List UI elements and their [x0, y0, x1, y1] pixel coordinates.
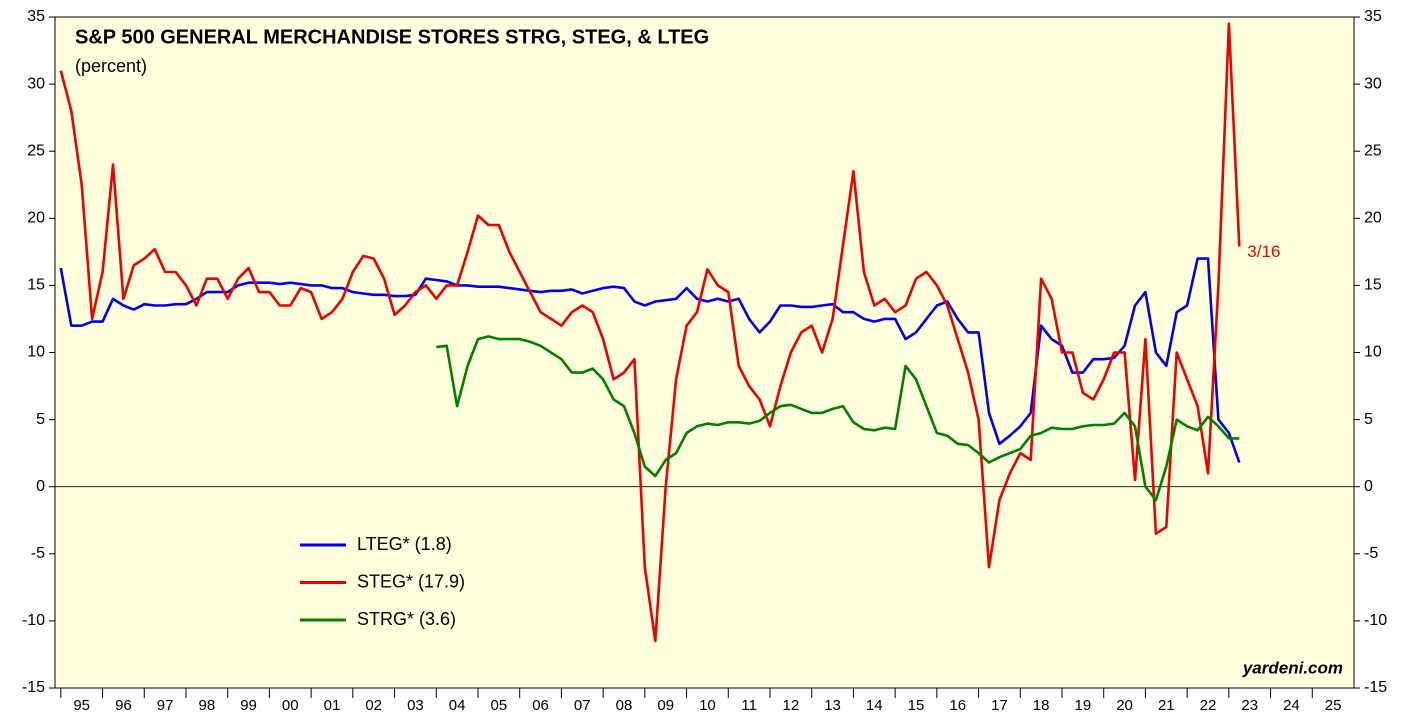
y-tick-label: 5: [36, 411, 45, 428]
legend-label: STEG* (17.9): [357, 571, 465, 591]
x-tick-label: 95: [73, 697, 90, 714]
annotation: 3/16: [1247, 242, 1280, 261]
plot-area: [54, 16, 1355, 689]
x-tick-label: 22: [1200, 697, 1217, 714]
x-tick-label: 19: [1075, 697, 1092, 714]
x-tick-label: 06: [532, 697, 549, 714]
x-tick-label: 99: [240, 697, 257, 714]
y2-tick-label: 5: [1364, 411, 1373, 428]
y2-tick-label: 35: [1364, 8, 1382, 25]
chart-title: S&P 500 GENERAL MERCHANDISE STORES STRG,…: [75, 26, 709, 48]
x-tick-label: 03: [407, 697, 424, 714]
y2-tick-label: 15: [1364, 277, 1382, 294]
y-tick-label: -5: [31, 545, 45, 562]
x-tick-label: 20: [1116, 697, 1133, 714]
x-tick-label: 00: [282, 697, 299, 714]
x-tick-label: 96: [115, 697, 132, 714]
y2-tick-label: 20: [1364, 210, 1382, 227]
y-tick-label: 25: [27, 142, 45, 159]
y-tick-label: 10: [27, 344, 45, 361]
x-tick-label: 25: [1325, 697, 1342, 714]
y2-tick-label: -15: [1364, 679, 1387, 696]
x-tick-label: 98: [198, 697, 215, 714]
x-tick-label: 13: [824, 697, 841, 714]
x-tick-label: 14: [866, 697, 883, 714]
series-line: [59, 22, 1241, 643]
series-line: [59, 257, 1241, 463]
legend-label: LTEG* (1.8): [357, 534, 452, 554]
y2-tick-label: 0: [1364, 478, 1373, 495]
y-tick-label: 30: [27, 75, 45, 92]
x-tick-label: 09: [657, 697, 674, 714]
y2-tick-label: 10: [1364, 344, 1382, 361]
y2-tick-label: 30: [1364, 75, 1382, 92]
y-tick-label: 15: [27, 277, 45, 294]
x-tick-label: 12: [783, 697, 800, 714]
x-tick-label: 15: [908, 697, 925, 714]
x-tick-label: 02: [365, 697, 382, 714]
y2-tick-label: 25: [1364, 142, 1382, 159]
x-tick-label: 01: [324, 697, 341, 714]
y-tick-label: 35: [27, 8, 45, 25]
y2-tick-label: -5: [1364, 545, 1378, 562]
x-tick-label: 07: [574, 697, 591, 714]
series-line: [436, 335, 1240, 502]
chart-subtitle: (percent): [75, 56, 147, 76]
x-tick-label: 05: [491, 697, 508, 714]
x-tick-label: 18: [1033, 697, 1050, 714]
x-tick-label: 23: [1241, 697, 1258, 714]
source: yardeni.com: [1242, 658, 1343, 677]
x-tick-label: 16: [949, 697, 966, 714]
y-tick-label: -10: [22, 612, 45, 629]
y-tick-label: -15: [22, 679, 45, 696]
y2-tick-label: -10: [1364, 612, 1387, 629]
x-tick-label: 08: [616, 697, 633, 714]
x-tick-label: 11: [741, 697, 757, 714]
y-tick-label: 0: [36, 478, 45, 495]
x-tick-label: 10: [699, 697, 716, 714]
x-tick-label: 24: [1283, 697, 1300, 714]
y-tick-label: 20: [27, 210, 45, 227]
x-tick-label: 17: [991, 697, 1008, 714]
legend-label: STRG* (3.6): [357, 609, 456, 629]
x-tick-label: 21: [1158, 697, 1175, 714]
x-tick-label: 97: [157, 697, 174, 714]
x-tick-label: 04: [449, 697, 466, 714]
